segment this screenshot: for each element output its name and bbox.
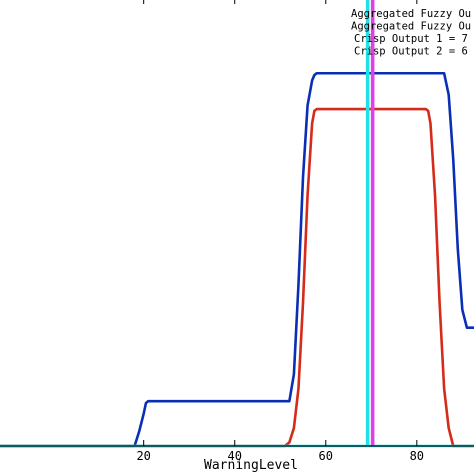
ticks-layer: 20 40 60 80 <box>136 0 424 463</box>
x-tick-label-80: 80 <box>410 449 424 463</box>
vline-layer <box>365 0 375 446</box>
x-axis-label: WarningLevel <box>204 458 298 473</box>
legend-entry-4: Crisp Output 2 = 6 <box>354 46 468 58</box>
legend-entry-2: Aggregated Fuzzy Ou <box>351 21 471 33</box>
x-tick-label-20: 20 <box>136 449 150 463</box>
x-tick-label-40: 40 <box>227 449 241 463</box>
legend-entry-1: Aggregated Fuzzy Ou <box>351 8 471 20</box>
plot-frame <box>0 445 474 447</box>
series-line-2 <box>0 107 474 448</box>
x-tick-label-60: 60 <box>319 449 333 463</box>
legend-entry-3: Crisp Output 1 = 7 <box>354 33 468 45</box>
series-line-1 <box>0 71 474 448</box>
